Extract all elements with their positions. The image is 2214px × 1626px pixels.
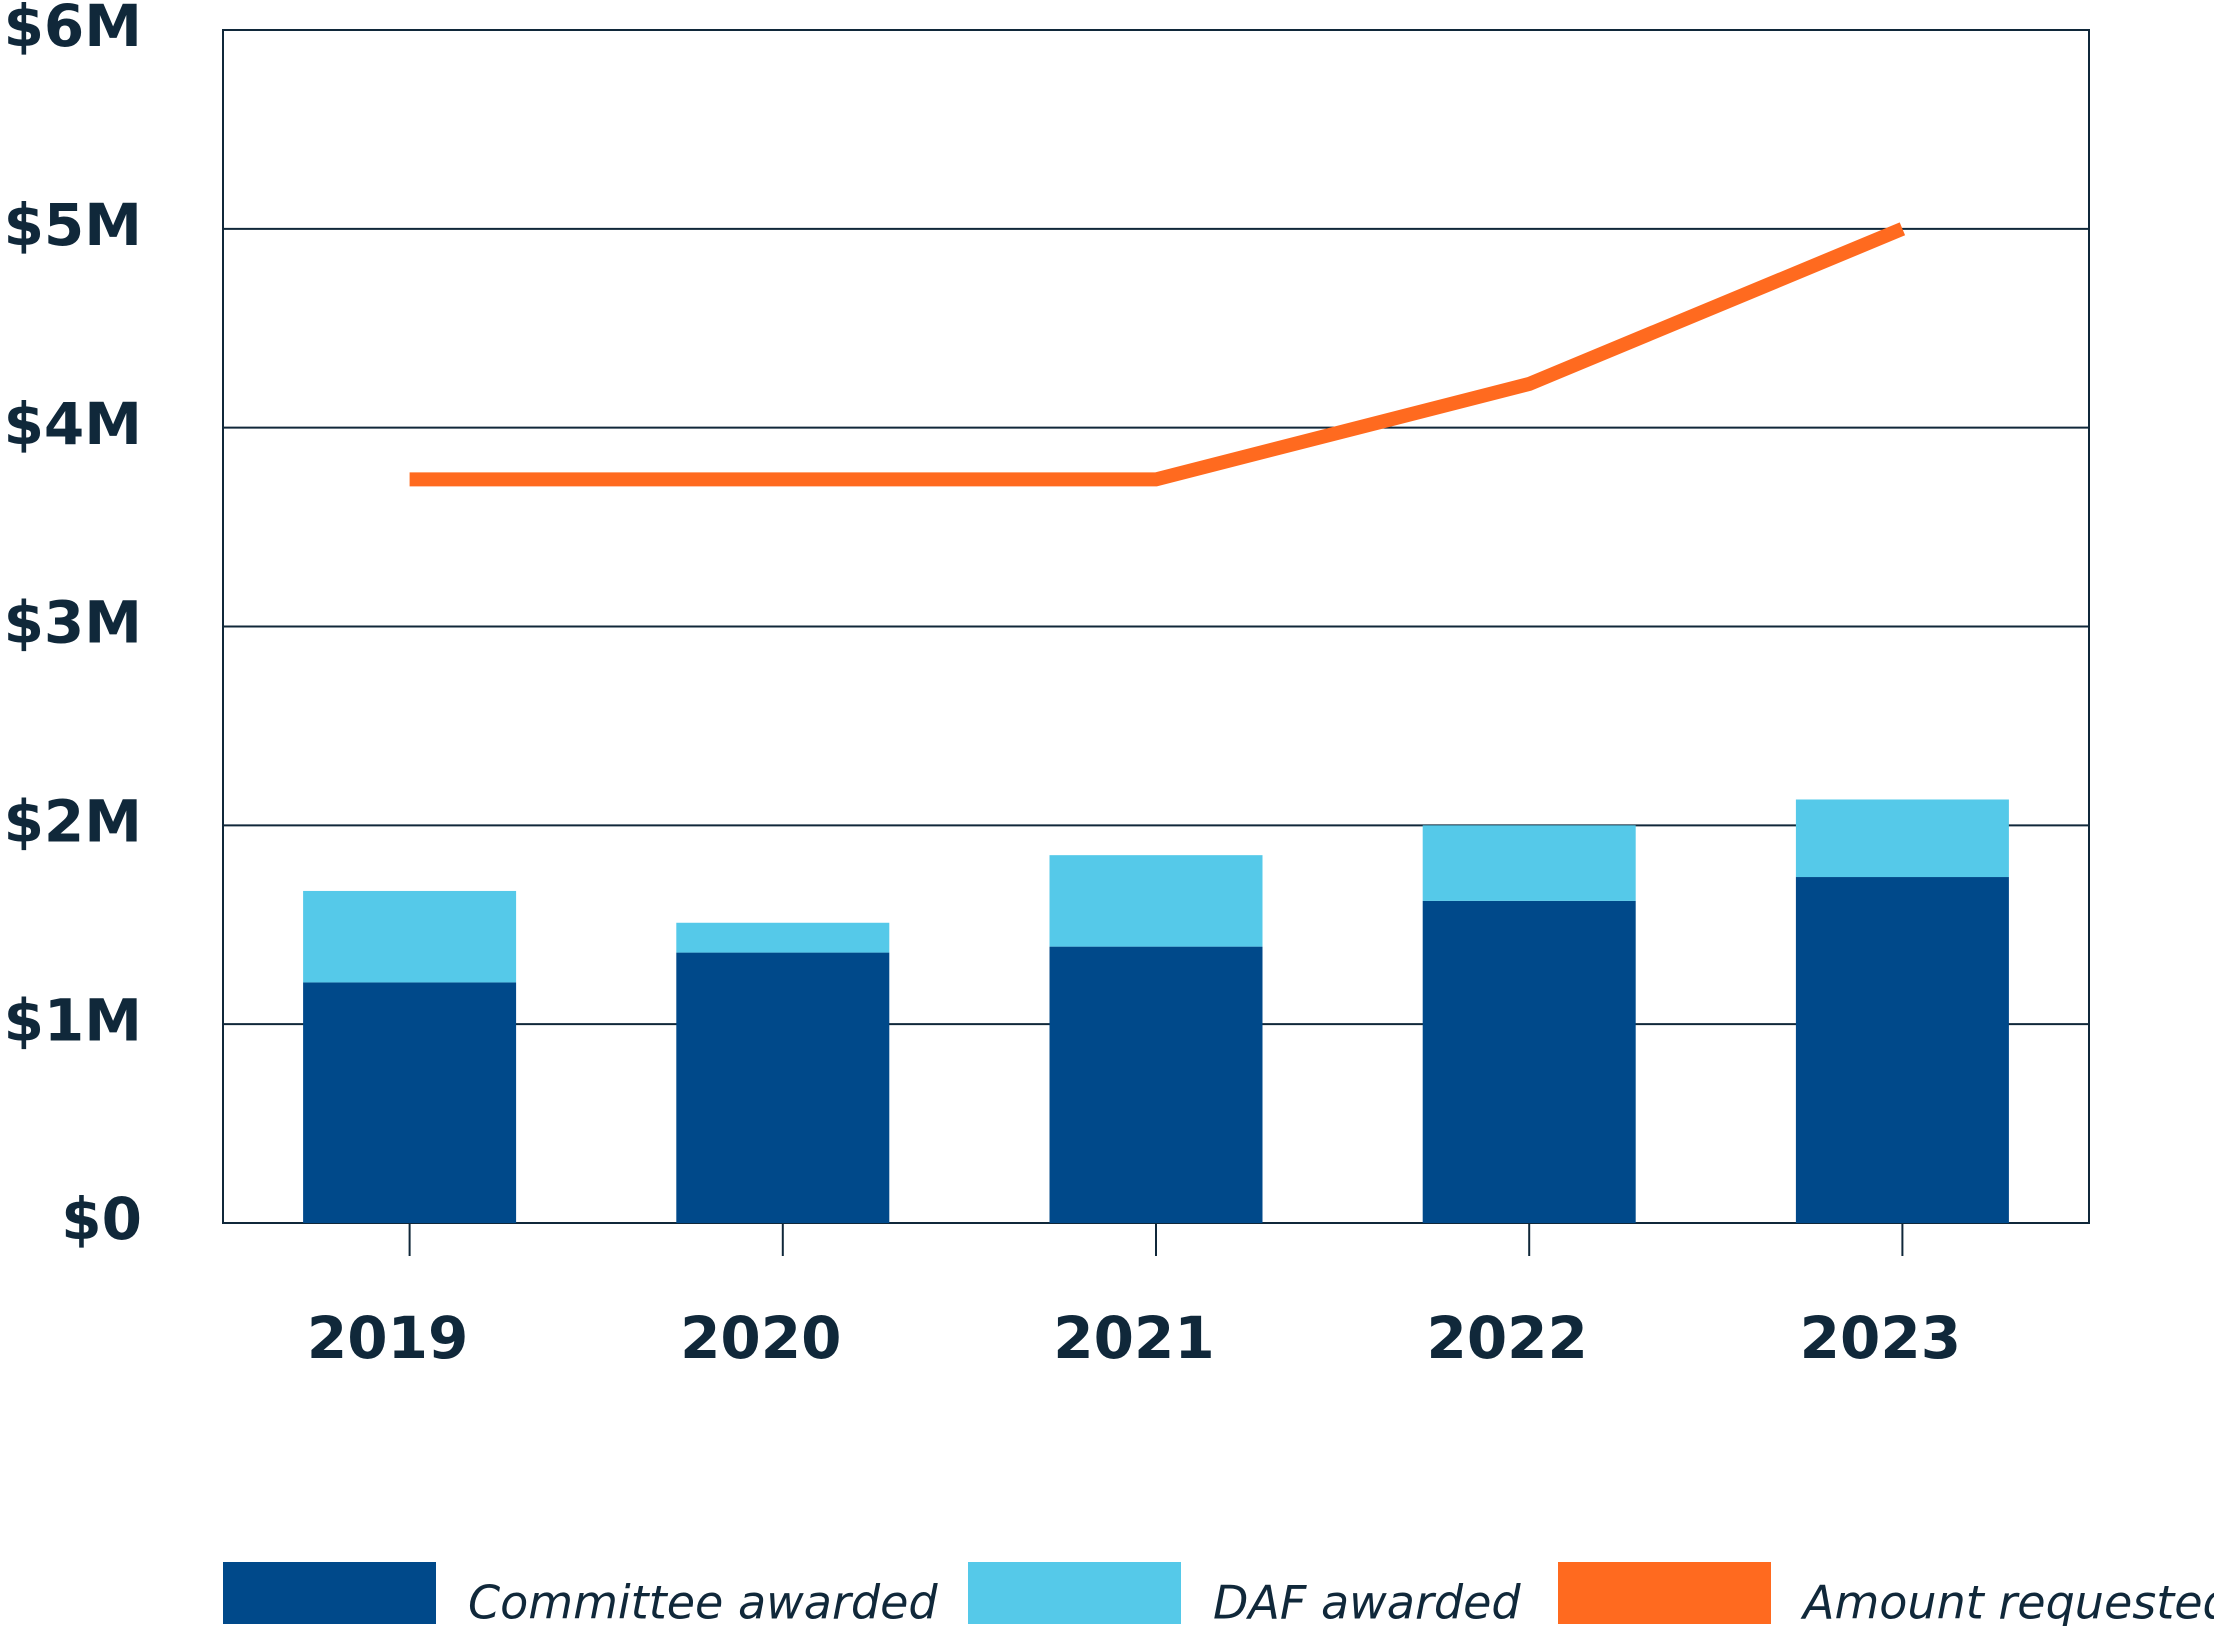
bar — [1422, 825, 1636, 901]
legend-swatch — [223, 1562, 436, 1624]
x-tick-label: 2023 — [1800, 1304, 1961, 1372]
legend-label: Amount requested — [1800, 1576, 2214, 1626]
bar — [676, 952, 890, 1223]
y-tick-label: $2M — [4, 787, 142, 855]
bar — [676, 922, 890, 953]
x-tick-label: 2020 — [680, 1304, 841, 1372]
y-tick-label: $4M — [4, 390, 142, 458]
bar — [303, 982, 517, 1223]
bar — [1795, 877, 2009, 1223]
bar — [1049, 855, 1263, 947]
x-tick-label: 2019 — [307, 1304, 468, 1372]
legend-swatch — [968, 1562, 1181, 1624]
bar — [1422, 900, 1636, 1223]
line — [409, 222, 1906, 487]
legend-label: DAF awarded — [1213, 1576, 1521, 1626]
legend-swatch — [1558, 1562, 1771, 1624]
y-tick-label: $0 — [61, 1185, 142, 1253]
y-tick-label: $5M — [4, 191, 142, 259]
bar — [1795, 799, 2009, 878]
bar — [303, 890, 517, 983]
x-tick-label: 2022 — [1426, 1304, 1587, 1372]
bar — [1049, 946, 1263, 1223]
y-tick-label: $3M — [4, 589, 142, 657]
x-tick-label: 2021 — [1053, 1304, 1214, 1372]
y-tick-label: $6M — [4, 0, 142, 60]
y-tick-label: $1M — [4, 986, 142, 1054]
legend-label: Committee awarded — [468, 1576, 938, 1626]
